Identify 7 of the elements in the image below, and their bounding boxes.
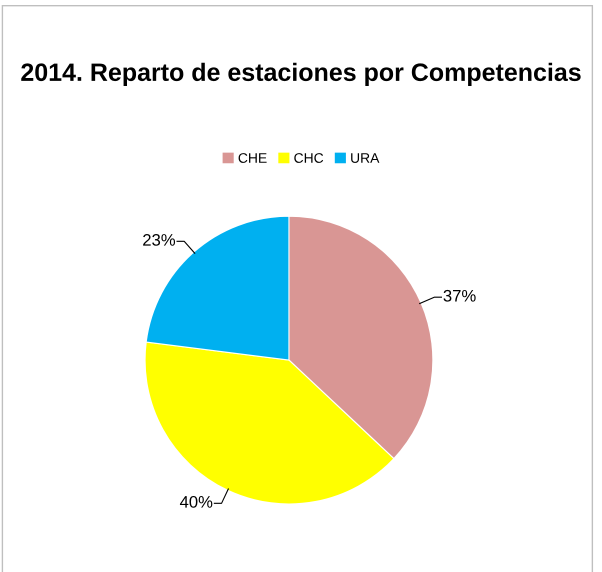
data-label: 37% [444, 290, 476, 302]
chart-title: 2014. Reparto de estaciones por Competencias [21, 62, 581, 86]
data-label: 23% [143, 234, 176, 246]
legend-label: CHE [238, 153, 267, 163]
legend-label: URA [351, 153, 380, 163]
legend-label: CHC [294, 153, 324, 163]
data-label: 40% [180, 496, 212, 508]
